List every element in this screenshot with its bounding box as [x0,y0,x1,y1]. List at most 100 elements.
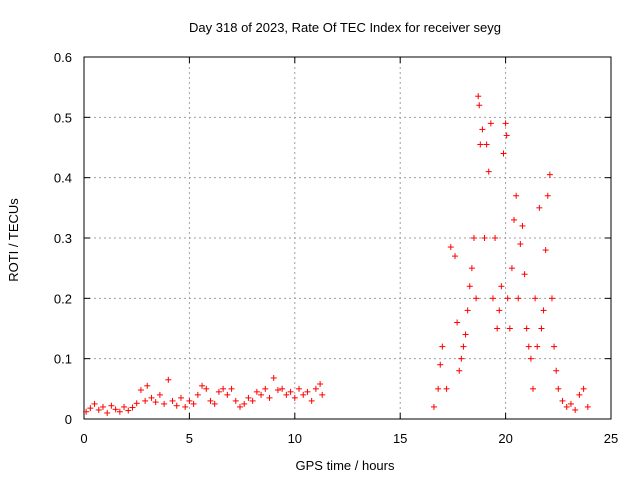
data-point [99,403,106,410]
data-point [308,397,315,404]
data-point [452,253,459,260]
data-point [291,394,298,401]
data-point [504,295,511,302]
y-tick-label: 0.3 [54,231,72,246]
data-point [266,394,273,401]
data-point [439,343,446,350]
data-marks [83,93,591,416]
data-point [207,397,214,404]
data-point [165,376,172,383]
y-tick-label: 0.5 [54,110,72,125]
data-point [430,403,437,410]
y-tick-label: 0.6 [54,50,72,65]
data-point [563,403,570,410]
data-point [203,385,210,392]
data-point [476,102,483,109]
data-point [540,307,547,314]
data-point [437,361,444,368]
data-point [304,388,311,395]
x-tick-label: 0 [80,431,87,446]
data-point [511,216,518,223]
data-point [186,397,193,404]
data-point [515,295,522,302]
data-point [194,391,201,398]
data-point [553,367,560,374]
data-point [435,385,442,392]
data-point [104,409,111,416]
data-point [559,397,566,404]
data-point [508,265,515,272]
data-point [489,295,496,302]
data-point [279,385,286,392]
data-point [83,408,90,415]
data-point [236,403,243,410]
data-point [523,325,530,332]
data-point [312,385,319,392]
x-tick-label: 5 [186,431,193,446]
data-point [485,168,492,175]
data-point [572,406,579,413]
x-tick-label: 15 [393,431,407,446]
data-point [443,385,450,392]
data-point [503,132,510,139]
data-point [87,405,94,412]
y-tick-label: 0.2 [54,291,72,306]
x-tick-label: 10 [288,431,302,446]
data-point [479,126,486,133]
y-tick-label: 0.4 [54,171,72,186]
data-point [502,120,509,127]
data-point [283,391,290,398]
data-point [262,385,269,392]
data-point [498,283,505,290]
data-point [199,382,206,389]
data-point [454,319,461,326]
data-point [500,150,507,157]
data-point [211,400,218,407]
data-point [274,387,281,394]
data-point [567,400,574,407]
y-tick-label: 0.1 [54,352,72,367]
data-point [519,222,526,229]
data-point [169,397,176,404]
data-point [496,307,503,314]
data-point [116,408,123,415]
data-point [121,403,128,410]
data-point [580,385,587,392]
y-axis-ticks: 0 0.1 0.2 0.3 0.4 0.5 0.6 [54,50,611,427]
data-point [530,385,537,392]
data-point [245,394,252,401]
grid [84,57,611,419]
x-tick-label: 20 [498,431,512,446]
data-point [258,391,265,398]
data-point [148,394,155,401]
data-point [220,385,227,392]
data-point [492,235,499,241]
plot-frame [83,56,612,420]
data-point [95,406,102,413]
data-point [555,385,562,392]
data-point [456,367,463,374]
data-point [317,381,324,388]
x-tick-label: 25 [604,431,618,446]
y-axis-label: ROTI / TECUs [6,198,21,282]
data-point [466,283,473,290]
data-point [173,402,180,409]
data-point [241,400,248,407]
data-point [460,343,467,350]
data-point [481,235,488,241]
data-point [129,404,136,411]
data-point [133,400,140,407]
data-point [137,387,144,394]
data-point [177,394,184,401]
data-point [152,399,159,406]
data-point [232,397,239,404]
data-point [546,171,553,178]
data-point [536,204,543,211]
data-point [462,331,469,338]
data-point [161,400,168,407]
data-point [525,343,532,350]
data-point [224,391,231,398]
data-point [534,343,541,350]
data-point [319,391,326,398]
data-point [494,325,501,332]
